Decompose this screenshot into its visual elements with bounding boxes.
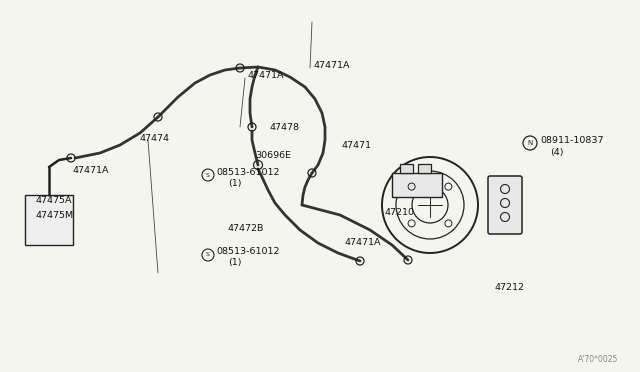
Text: 47471A: 47471A [314,61,351,70]
Text: 47210: 47210 [385,208,415,217]
Text: 47474: 47474 [140,134,170,142]
Text: (4): (4) [550,148,563,157]
Text: 47471A: 47471A [248,71,285,80]
Bar [418,164,431,173]
Text: 08513-61012: 08513-61012 [216,167,280,176]
Text: N: N [527,140,532,146]
Bar [392,173,442,197]
Text: 47475A: 47475A [35,196,72,205]
Text: 47471A: 47471A [72,166,109,174]
Bar [400,164,413,173]
Text: (1): (1) [228,179,241,187]
Text: 47471: 47471 [342,141,372,150]
Bar [25,195,73,245]
Text: 47212: 47212 [495,283,525,292]
Text: 30696E: 30696E [255,151,291,160]
Text: 47478: 47478 [270,122,300,131]
Text: 47475M: 47475M [35,211,73,219]
Text: 47472B: 47472B [228,224,264,232]
Text: S: S [206,173,210,177]
Text: S: S [206,253,210,257]
Text: 08513-61012: 08513-61012 [216,247,280,257]
FancyBboxPatch shape [488,176,522,234]
Text: 08911-10837: 08911-10837 [540,135,604,144]
Text: (1): (1) [228,259,241,267]
Text: 47471A: 47471A [345,237,381,247]
Text: A'70*0025: A'70*0025 [578,355,618,364]
